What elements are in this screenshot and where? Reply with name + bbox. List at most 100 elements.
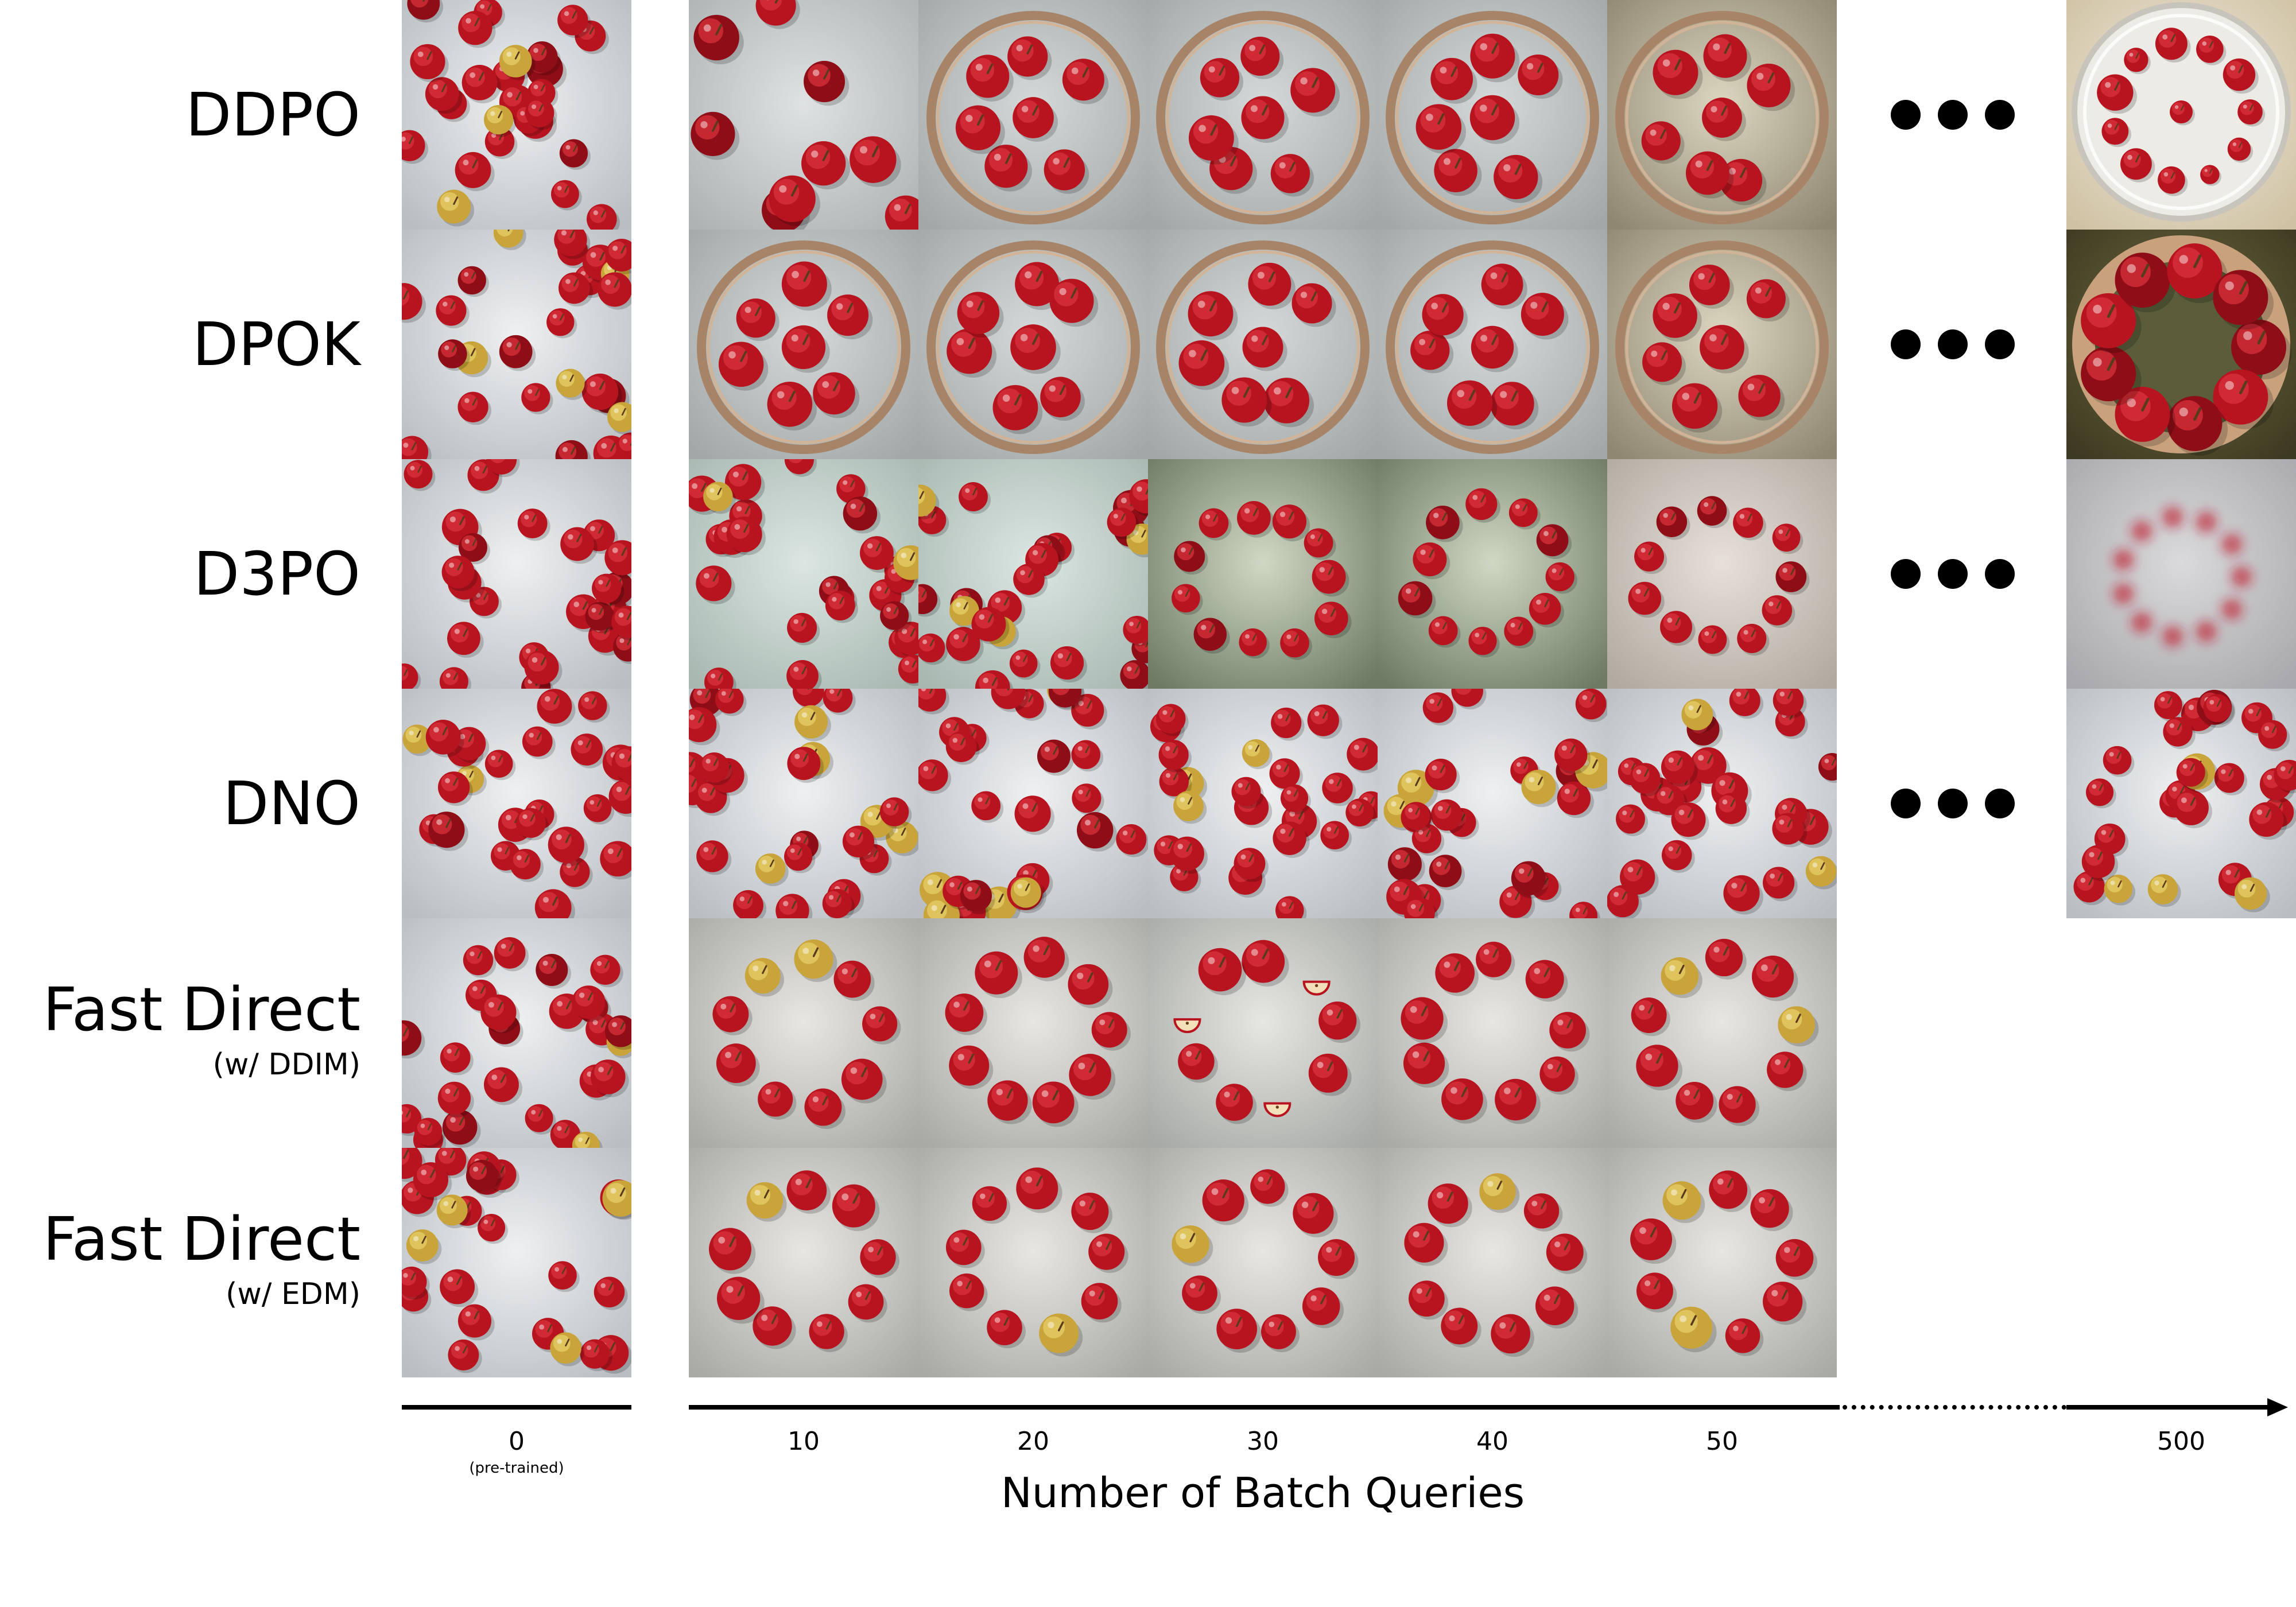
apple-icon [1302, 1287, 1344, 1329]
sample-image [689, 918, 918, 1148]
sample-image [1607, 459, 1837, 689]
apple-icon [1261, 1314, 1300, 1352]
apple-icon [1636, 1272, 1677, 1313]
apple-icon [1242, 940, 1289, 987]
apple-icon [2155, 28, 2191, 63]
apple-slice-icon [1173, 1018, 1201, 1034]
apple-icon [1773, 689, 1807, 719]
apple-icon [1557, 781, 1594, 818]
apple-icon [406, 1229, 442, 1264]
sample-image [689, 459, 918, 689]
apple-icon [1116, 824, 1148, 857]
apple-icon [2103, 746, 2135, 777]
apple-icon [494, 937, 529, 972]
sample-image [689, 1148, 918, 1377]
sample-image [2066, 0, 2296, 230]
method-label: DDPO [185, 85, 360, 145]
apple-icon [1091, 1012, 1131, 1051]
apple-icon [2163, 717, 2196, 750]
apple-icon [1549, 1012, 1590, 1052]
apple-icon [1441, 1078, 1488, 1124]
apple-icon [822, 888, 855, 918]
apple-icon [1049, 278, 1099, 327]
apple-icon [437, 189, 475, 227]
apple-icon [1628, 581, 1665, 618]
method-label: DNO [223, 774, 360, 833]
apple-icon [781, 325, 830, 373]
apple-icon [526, 41, 561, 76]
apple-icon [2173, 790, 2213, 829]
apple-icon [1719, 158, 1767, 205]
apple-icon [1312, 560, 1349, 597]
apple-icon [557, 5, 591, 38]
apple-icon [1200, 58, 1244, 101]
apple-icon [2124, 48, 2151, 75]
x-axis-title: Number of Batch Queries [1000, 1469, 1525, 1517]
apple-icon [848, 1284, 887, 1323]
apple-icon [1511, 861, 1549, 899]
apple-icon [716, 1043, 760, 1086]
apple-icon [1173, 791, 1207, 824]
apple-icon [758, 1081, 797, 1120]
apple-icon [809, 1314, 848, 1352]
apple-icon [605, 239, 631, 274]
apple-icon [1536, 524, 1572, 559]
apple-icon [1120, 660, 1148, 689]
apple-icon [712, 996, 753, 1035]
apple-icon [2213, 270, 2274, 330]
apple-icon [447, 622, 484, 658]
apple-icon [1631, 997, 1670, 1037]
apple-icon [604, 540, 631, 579]
sample-image [1148, 230, 1378, 459]
apple-icon [524, 650, 563, 688]
apple-icon [1751, 956, 1798, 1002]
apple-icon [402, 436, 432, 459]
apple-icon [842, 825, 878, 860]
apple-icon [1172, 584, 1203, 615]
apple-icon [578, 691, 610, 723]
apple-icon [709, 1228, 756, 1274]
apple-icon [486, 459, 520, 478]
apple-icon [1275, 896, 1307, 918]
apple-icon [478, 1214, 508, 1244]
apple-icon [1763, 867, 1798, 902]
apple-icon [1076, 812, 1117, 852]
apple-icon [1170, 836, 1208, 874]
apple-icon [1545, 562, 1577, 594]
apple-icon [841, 1058, 887, 1104]
apple-icon [537, 689, 576, 727]
apple-icon [438, 339, 470, 371]
apple-icon [1636, 1045, 1683, 1090]
dot-icon [1985, 329, 2015, 359]
apple-icon [414, 1117, 445, 1148]
apple-icon [1490, 382, 1539, 430]
apple-icon [2170, 100, 2195, 126]
method-name: Fast Direct [42, 1204, 360, 1274]
apple-icon [1653, 293, 1702, 342]
apple-icon [1525, 960, 1568, 1002]
apple-icon [784, 842, 816, 874]
apple-icon [827, 294, 873, 340]
sample-image [1607, 230, 1837, 459]
apple-icon [945, 993, 987, 1035]
sample-image [2066, 689, 2296, 918]
apple-icon [1040, 376, 1085, 421]
apple-icon [1178, 1043, 1218, 1083]
method-name: Fast Direct [42, 975, 360, 1045]
apple-icon [918, 484, 940, 519]
apple-icon [1023, 937, 1069, 981]
apple-icon [1546, 1233, 1588, 1274]
apple-icon [781, 261, 832, 311]
apple-icon [1671, 802, 1709, 840]
apple-icon [440, 1042, 474, 1076]
dot-icon [1891, 329, 1921, 359]
apple-icon [1529, 592, 1564, 628]
method-name: DNO [223, 768, 360, 839]
method-label: DPOK [192, 315, 360, 374]
apple-icon [689, 707, 720, 746]
apple-icon [769, 175, 820, 226]
apple-icon [804, 61, 850, 106]
apple-icon [1069, 1054, 1116, 1100]
sample-image [918, 0, 1148, 230]
apple-icon [1032, 1081, 1079, 1127]
